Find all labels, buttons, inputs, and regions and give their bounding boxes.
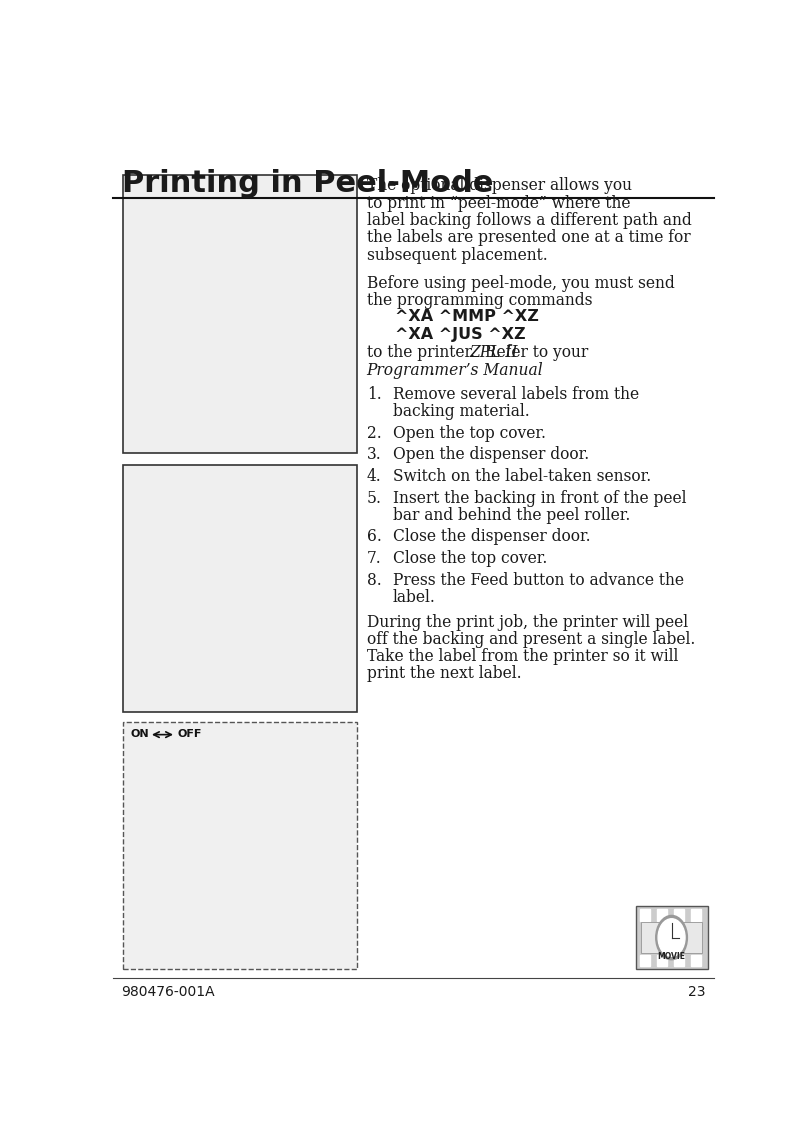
Text: The optional dispenser allows you: The optional dispenser allows you [366, 177, 632, 194]
Text: 4.: 4. [366, 468, 382, 485]
Text: label.: label. [393, 588, 436, 605]
Text: .: . [429, 361, 435, 378]
Text: subsequent placement.: subsequent placement. [366, 247, 547, 264]
Text: off the backing and present a single label.: off the backing and present a single lab… [366, 630, 695, 648]
Text: Open the dispenser door.: Open the dispenser door. [393, 446, 589, 463]
Bar [640, 954, 650, 966]
Text: Open the top cover.: Open the top cover. [393, 425, 546, 442]
Text: 980476-001A: 980476-001A [122, 985, 215, 999]
Text: 2.: 2. [366, 425, 382, 442]
Text: MOVIE: MOVIE [658, 952, 686, 961]
Text: ^XA ^MMP ^XZ: ^XA ^MMP ^XZ [395, 309, 539, 324]
Bar [123, 175, 358, 453]
Text: 5.: 5. [366, 490, 382, 507]
Text: Press the Feed button to advance the: Press the Feed button to advance the [393, 571, 684, 588]
Text: Programmer’s Manual: Programmer’s Manual [366, 361, 543, 378]
Text: OFF: OFF [178, 729, 203, 740]
Text: Take the label from the printer so it will: Take the label from the printer so it wi… [366, 649, 678, 666]
Text: 3.: 3. [366, 446, 382, 463]
Text: 1.: 1. [366, 386, 382, 403]
Text: the programming commands: the programming commands [366, 292, 592, 309]
Bar [674, 909, 684, 920]
Bar [657, 909, 667, 920]
Bar [657, 954, 667, 966]
Text: Remove several labels from the: Remove several labels from the [393, 386, 639, 403]
Text: ZPL II: ZPL II [470, 344, 518, 361]
Text: Close the top cover.: Close the top cover. [393, 550, 547, 567]
Text: Printing in Peel-Mode: Printing in Peel-Mode [122, 168, 493, 198]
Circle shape [656, 916, 688, 960]
Text: 8.: 8. [366, 571, 382, 588]
Text: to the printer.  Refer to your: to the printer. Refer to your [366, 344, 593, 361]
Bar [642, 921, 702, 953]
Text: 6.: 6. [366, 528, 382, 545]
Text: 7.: 7. [366, 550, 382, 567]
Text: the labels are presented one at a time for: the labels are presented one at a time f… [366, 229, 690, 247]
Text: Insert the backing in front of the peel: Insert the backing in front of the peel [393, 490, 687, 507]
Text: ^XA ^JUS ^XZ: ^XA ^JUS ^XZ [395, 327, 525, 342]
Text: Close the dispenser door.: Close the dispenser door. [393, 528, 591, 545]
Text: Before using peel-mode, you must send: Before using peel-mode, you must send [366, 275, 675, 292]
Bar [691, 909, 700, 920]
Circle shape [659, 919, 685, 957]
Bar [674, 954, 684, 966]
Text: backing material.: backing material. [393, 403, 529, 420]
Bar [640, 909, 650, 920]
Text: to print in “peel-mode” where the: to print in “peel-mode” where the [366, 194, 630, 211]
Bar [123, 722, 358, 969]
Text: bar and behind the peel roller.: bar and behind the peel roller. [393, 507, 630, 524]
Bar [123, 466, 358, 712]
Text: label backing follows a different path and: label backing follows a different path a… [366, 212, 692, 229]
Bar [691, 954, 700, 966]
Text: During the print job, the printer will peel: During the print job, the printer will p… [366, 613, 688, 630]
Bar [636, 907, 708, 969]
Text: Switch on the label-taken sensor.: Switch on the label-taken sensor. [393, 468, 651, 485]
Text: ON: ON [130, 729, 149, 740]
Text: print the next label.: print the next label. [366, 666, 521, 683]
Text: 23: 23 [688, 985, 705, 999]
